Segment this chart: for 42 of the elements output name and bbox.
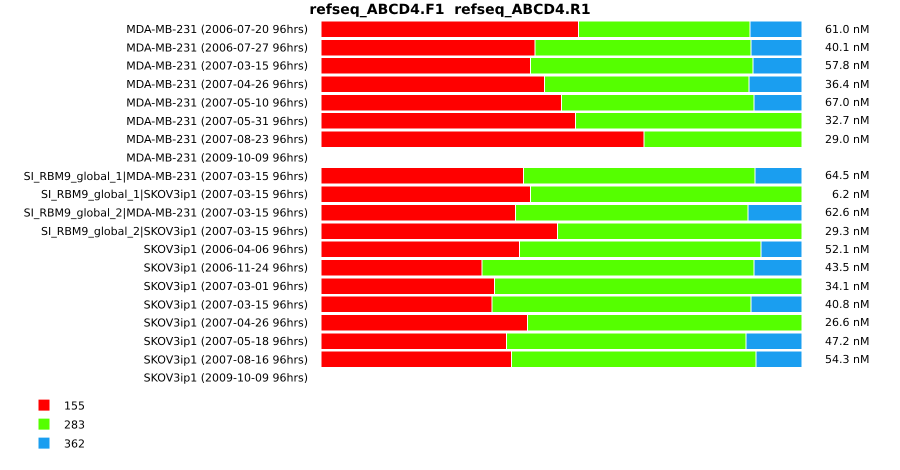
y2-tick-label: 34.1 nM <box>825 280 870 293</box>
y2-tick-label: 32.7 nM <box>825 114 870 127</box>
y2-tick-label: 64.5 nM <box>825 169 870 182</box>
legend-label: 362 <box>64 437 85 450</box>
y2-tick-label: 6.2 nM <box>832 188 870 201</box>
y-tick-label: MDA-MB-231 (2007-05-10 96hrs) <box>126 96 308 110</box>
legend-label: 155 <box>64 399 85 412</box>
y-tick-label: SI_RBM9_global_1|SKOV3ip1 (2007-03-15 96hrs) <box>40 188 308 202</box>
y-tick-label: MDA-MB-231 (2006-07-27 96hrs) <box>126 41 308 54</box>
y-tick-label: MDA-MB-231 (2007-04-26 96hrs) <box>126 78 308 92</box>
y2-tick-label: 36.4 nM <box>825 78 870 91</box>
y2-tick-label: 40.8 nM <box>825 298 870 311</box>
y2-tick-label: 54.3 nM <box>825 353 870 366</box>
y-tick-label: SI_RBM9_global_2|MDA-MB-231 (2007-03-15 96hrs) <box>24 206 308 220</box>
y-tick-label: SKOV3ip1 (2007-03-15 96hrs) <box>144 298 308 312</box>
y2-tick-label: 52.1 nM <box>825 243 870 256</box>
y2-tick-label: 26.6 nM <box>825 316 870 329</box>
y-tick-label: MDA-MB-231 (2007-05-31 96hrs) <box>126 114 308 128</box>
legend-label: 283 <box>64 418 85 432</box>
y-tick-label: SKOV3ip1 (2006-11-24 96hrs) <box>144 262 308 275</box>
y2-tick-label: 29.0 nM <box>825 133 870 146</box>
y-tick-label: MDA-MB-231 (2009-10-09 96hrs) <box>126 151 308 164</box>
y-tick-label: SKOV3ip1 (2007-03-01 96hrs) <box>144 280 308 293</box>
chart-title: refseq_ABCD4.F1 refseq_ABCD4.R1 <box>309 2 591 18</box>
y2-tick-label: 57.8 nM <box>825 59 870 72</box>
y-tick-label: SKOV3ip1 (2007-08-16 96hrs) <box>144 353 308 366</box>
y-tick-label: SKOV3ip1 (2006-04-06 96hrs) <box>144 243 308 256</box>
y2-tick-label: 43.5 nM <box>825 261 870 274</box>
y-tick-label: MDA-MB-231 (2007-08-23 96hrs) <box>126 133 308 146</box>
y-tick-label: SI_RBM9_global_2|SKOV3ip1 (2007-03-15 96hrs) <box>40 224 308 238</box>
y2-tick-label: 62.6 nM <box>825 206 870 219</box>
y2-tick-label: 47.2 nM <box>825 335 870 348</box>
y2-tick-label: 29.3 nM <box>825 225 870 238</box>
y-tick-label: SKOV3ip1 (2007-04-26 96hrs) <box>144 316 308 330</box>
y-tick-label: MDA-MB-231 (2007-03-15 96hrs) <box>126 60 308 73</box>
y-tick-label: SKOV3ip1 (2007-05-18 96hrs) <box>144 334 308 348</box>
y-tick-label: SI_RBM9_global_1|MDA-MB-231 (2007-03-15 96hrs) <box>24 170 308 183</box>
y-tick-label: SKOV3ip1 (2009-10-09 96hrs) <box>144 372 308 385</box>
y-tick-label: MDA-MB-231 (2006-07-20 96hrs) <box>126 23 308 36</box>
y2-tick-label: 40.1 nM <box>825 41 870 54</box>
y2-tick-label: 67.0 nM <box>825 96 870 109</box>
y2-tick-label: 61.0 nM <box>825 23 870 36</box>
